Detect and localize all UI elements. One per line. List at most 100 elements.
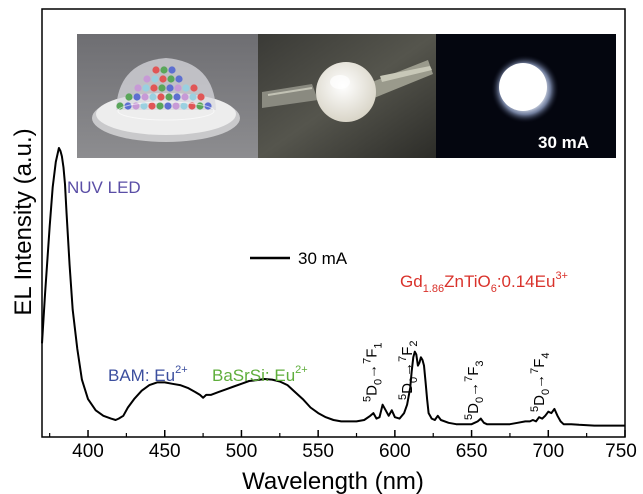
transition-part: 7 bbox=[397, 356, 409, 362]
transition-part: 7 bbox=[529, 368, 541, 374]
phosphor-particle bbox=[174, 84, 182, 92]
phosphor-particle bbox=[197, 93, 205, 101]
transition-part: D bbox=[399, 383, 416, 394]
transition-part: 0 bbox=[474, 397, 486, 403]
transition-part: 3 bbox=[474, 360, 486, 366]
phosphor-particle bbox=[164, 102, 172, 110]
series-line-30mA bbox=[41, 147, 625, 427]
phosphor-particle bbox=[156, 102, 164, 110]
inset-images: 30 mA bbox=[77, 34, 616, 158]
phosphor-gd: Gd bbox=[400, 272, 423, 291]
phosphor-particle bbox=[165, 93, 173, 101]
x-tick-label: 450 bbox=[149, 441, 181, 462]
phosphor-particle bbox=[159, 75, 167, 83]
transition-label: 5D0→7F3 bbox=[463, 360, 486, 420]
x-tick-label: 400 bbox=[72, 441, 104, 462]
transition-part: F bbox=[531, 359, 548, 368]
phosphor-particle bbox=[204, 102, 212, 110]
bam-label-text: BAM: Eu bbox=[108, 366, 175, 385]
transition-part: 0 bbox=[540, 389, 552, 395]
led-glow-image: 30 mA bbox=[436, 34, 616, 158]
basrsi-label: BaSrSi: Eu2+ bbox=[212, 364, 308, 385]
phosphor-particle bbox=[141, 93, 149, 101]
x-tick-label: 700 bbox=[532, 441, 564, 462]
basrsi-label-text: BaSrSi: Eu bbox=[212, 366, 295, 385]
phosphor-particle bbox=[140, 102, 148, 110]
phosphor-label: Gd1.86ZnTiO6:0.14Eu3+ bbox=[400, 270, 568, 295]
transition-part: 5 bbox=[529, 406, 541, 412]
phosphor-particle bbox=[148, 102, 156, 110]
phosphor-particle bbox=[158, 84, 166, 92]
transition-part: 7 bbox=[463, 376, 475, 382]
x-tick-label: 600 bbox=[379, 441, 411, 462]
phosphor-eu: :0.14Eu bbox=[497, 272, 556, 291]
x-tick-label: 500 bbox=[226, 441, 258, 462]
phosphor-particle bbox=[173, 93, 181, 101]
transition-part: D bbox=[364, 385, 381, 396]
phosphor-particle bbox=[150, 84, 158, 92]
transition-part: F bbox=[364, 349, 381, 358]
transition-part: 5 bbox=[463, 414, 475, 420]
phosphor-particle bbox=[125, 93, 133, 101]
phosphor-eu-sup: 3+ bbox=[555, 270, 568, 282]
transition-part: 1 bbox=[373, 342, 385, 348]
phosphor-particle bbox=[133, 93, 141, 101]
phosphor-particle bbox=[168, 66, 176, 74]
transition-part: F bbox=[465, 367, 482, 376]
transition-part: D bbox=[465, 403, 482, 414]
led-schematic-image bbox=[77, 34, 258, 158]
y-axis-title: EL Intensity (a.u.) bbox=[10, 128, 37, 315]
transition-part: 0 bbox=[408, 377, 420, 383]
transition-part: D bbox=[531, 395, 548, 406]
basrsi-label-sup: 2+ bbox=[295, 364, 308, 376]
phosphor-mid: ZnTiO bbox=[444, 272, 491, 291]
bam-label: BAM: Eu2+ bbox=[108, 364, 188, 385]
phosphor-particle bbox=[157, 93, 165, 101]
phosphor-o-sub: 6 bbox=[491, 283, 497, 295]
phosphor-particle bbox=[152, 66, 160, 74]
led-photo-image bbox=[258, 34, 436, 158]
phosphor-particle bbox=[149, 93, 157, 101]
x-tick-label: 650 bbox=[456, 441, 488, 462]
transition-label: 5D0→7F2 bbox=[397, 340, 420, 400]
phosphor-particle bbox=[175, 75, 183, 83]
phosphor-particle bbox=[160, 66, 168, 74]
transition-part: → bbox=[531, 374, 548, 389]
plot-frame bbox=[41, 8, 626, 438]
legend: 30 mA bbox=[250, 249, 348, 268]
phosphor-particle bbox=[142, 84, 150, 92]
x-axis-title: Wavelength (nm) bbox=[242, 468, 424, 494]
phosphor-particle bbox=[167, 75, 175, 83]
phosphor-particle bbox=[182, 84, 190, 92]
transition-part: 5 bbox=[362, 396, 374, 402]
phosphor-particle bbox=[151, 75, 159, 83]
transition-part: → bbox=[399, 362, 416, 377]
transition-label: 5D0→7F4 bbox=[529, 352, 552, 412]
transition-part: 0 bbox=[373, 379, 385, 385]
transition-label: 5D0→7F1 bbox=[362, 342, 385, 402]
transition-part: 5 bbox=[397, 394, 409, 400]
transition-part: F bbox=[399, 347, 416, 356]
phosphor-particle bbox=[181, 93, 189, 101]
phosphor-particle bbox=[172, 102, 180, 110]
nuv-led-label: NUV LED bbox=[67, 178, 141, 197]
phosphor-particle bbox=[134, 84, 142, 92]
bam-label-sup: 2+ bbox=[175, 364, 188, 376]
legend-label: 30 mA bbox=[298, 249, 348, 268]
transition-part: 7 bbox=[362, 358, 374, 364]
phosphor-gd-sub: 1.86 bbox=[423, 283, 444, 295]
inset-current-label: 30 mA bbox=[538, 133, 589, 152]
x-tick-label: 750 bbox=[605, 441, 637, 462]
phosphor-particle bbox=[124, 102, 132, 110]
phosphor-particle bbox=[180, 102, 188, 110]
x-tick-label: 550 bbox=[302, 441, 334, 462]
phosphor-particle bbox=[188, 102, 196, 110]
phosphor-particle bbox=[196, 102, 204, 110]
x-axis: 400 450 500 550 600 650 700 750 bbox=[49, 430, 637, 462]
transition-part: → bbox=[465, 382, 482, 397]
phosphor-particle bbox=[143, 75, 151, 83]
transition-part: → bbox=[364, 364, 381, 379]
phosphor-particle bbox=[190, 84, 198, 92]
